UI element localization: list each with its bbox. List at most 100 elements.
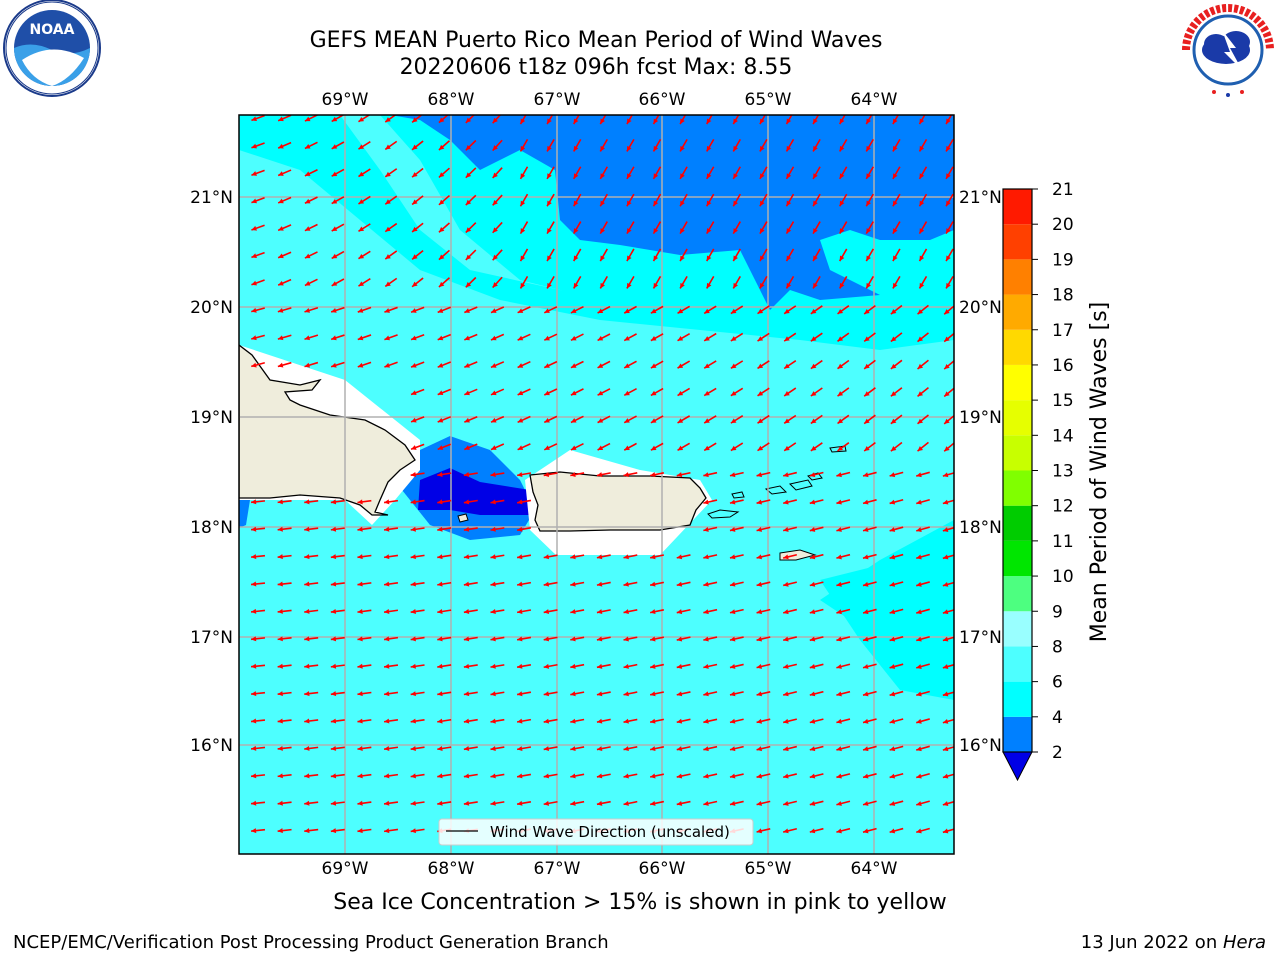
wind-wave-arrow xyxy=(277,526,292,532)
map-legend: Wind Wave Direction (unscaled) xyxy=(438,818,754,846)
wind-wave-arrow xyxy=(490,773,505,779)
wind-wave-arrow xyxy=(650,387,664,397)
wind-wave-arrow xyxy=(250,636,266,642)
wind-wave-arrow xyxy=(756,636,771,642)
wind-wave-arrow xyxy=(570,581,585,587)
wind-wave-arrow xyxy=(756,663,771,669)
wind-wave-arrow xyxy=(889,827,904,834)
colorbar-extension xyxy=(1002,751,1033,782)
wind-wave-arrow xyxy=(304,141,318,150)
wind-wave-arrow xyxy=(942,636,954,642)
wind-wave-arrow xyxy=(546,193,555,207)
wind-wave-arrow xyxy=(890,304,903,315)
wind-wave-arrow xyxy=(546,275,555,289)
wind-wave-arrow xyxy=(759,248,768,262)
wind-wave-arrow xyxy=(917,414,929,425)
wind-wave-arrow xyxy=(916,553,930,560)
wind-wave-arrow xyxy=(331,141,345,150)
wind-wave-arrow xyxy=(759,193,768,207)
wind-wave-arrow xyxy=(490,800,505,806)
wind-wave-arrow xyxy=(836,581,851,587)
footer-credit: NCEP/EMC/Verification Post Processing Pr… xyxy=(13,932,609,953)
wind-wave-arrow xyxy=(277,663,292,669)
wind-wave-arrow xyxy=(410,306,425,314)
wind-wave-arrow xyxy=(570,360,584,369)
wind-wave-arrow xyxy=(626,115,634,125)
wind-wave-arrow xyxy=(463,691,478,697)
wind-wave-arrow xyxy=(650,333,664,342)
wind-wave-arrow xyxy=(277,718,292,724)
wind-wave-arrow xyxy=(331,250,345,260)
wind-wave-arrow xyxy=(756,608,771,615)
wind-wave-arrow xyxy=(732,248,741,262)
wind-wave-arrow xyxy=(839,193,848,207)
wind-wave-arrow xyxy=(570,472,585,478)
wind-wave-arrow xyxy=(942,609,954,615)
lat-tick-label: 21°N xyxy=(190,188,233,208)
wind-wave-arrow xyxy=(411,222,424,233)
wind-wave-arrow xyxy=(383,663,399,669)
wind-wave-arrow xyxy=(437,472,452,477)
wind-wave-arrow xyxy=(490,415,505,423)
wind-wave-arrow xyxy=(490,526,505,532)
wind-wave-arrow xyxy=(492,194,503,206)
wind-wave-arrow xyxy=(732,166,741,180)
wind-wave-arrow xyxy=(703,636,718,642)
wind-wave-arrow xyxy=(438,249,450,261)
wind-wave-arrow xyxy=(463,526,478,532)
wind-wave-arrow xyxy=(573,166,582,180)
wind-wave-arrow xyxy=(729,800,744,806)
lon-tick-label: 69°W xyxy=(322,859,369,879)
wind-wave-arrow xyxy=(599,166,608,180)
wind-wave-arrow xyxy=(357,554,372,560)
wind-wave-arrow xyxy=(810,414,823,425)
wind-wave-arrow xyxy=(304,828,319,834)
wind-wave-arrow xyxy=(783,773,797,779)
wind-wave-arrow xyxy=(516,746,532,752)
colorbar-segment xyxy=(1003,435,1032,471)
wind-wave-arrow xyxy=(516,526,532,532)
wind-wave-arrow xyxy=(357,334,372,341)
wind-wave-arrow xyxy=(277,115,292,122)
wind-wave-arrow xyxy=(703,526,718,532)
wind-wave-arrow xyxy=(732,221,741,235)
wind-wave-arrow xyxy=(730,305,744,315)
wind-wave-arrow xyxy=(570,663,585,669)
wind-wave-arrow xyxy=(573,193,582,207)
wind-wave-arrow xyxy=(599,275,608,289)
wind-wave-arrow xyxy=(330,306,345,313)
wind-wave-arrow xyxy=(862,636,877,642)
wind-wave-arrow xyxy=(277,251,292,259)
colorbar-tick-label: 11 xyxy=(1052,532,1074,552)
wind-wave-arrow xyxy=(812,138,821,152)
wind-wave-arrow xyxy=(519,221,529,235)
wind-wave-arrow xyxy=(865,248,874,262)
wind-wave-arrow xyxy=(543,306,558,314)
wind-wave-arrow xyxy=(836,526,851,532)
wind-wave-arrow xyxy=(837,387,850,397)
wind-wave-arrow xyxy=(836,827,851,834)
wind-wave-arrow xyxy=(809,499,824,505)
wind-wave-arrow xyxy=(437,388,452,396)
chart-title: GEFS MEAN Puerto Rico Mean Period of Win… xyxy=(309,28,883,53)
wind-wave-arrow xyxy=(358,250,371,260)
wind-wave-arrow xyxy=(383,773,399,779)
wind-wave-arrow xyxy=(277,334,292,341)
wind-wave-arrow xyxy=(809,608,824,615)
wind-wave-arrow xyxy=(918,248,928,262)
wind-wave-arrow xyxy=(865,138,874,152)
wind-wave-arrow xyxy=(942,828,954,834)
wind-wave-arrow xyxy=(490,554,505,560)
wind-wave-arrow xyxy=(756,773,771,779)
wind-wave-arrow xyxy=(304,306,319,313)
colorbar-segment xyxy=(1003,576,1032,612)
wind-wave-arrow xyxy=(942,499,954,505)
wind-wave-arrow xyxy=(677,332,691,342)
wind-wave-arrow xyxy=(783,526,797,532)
wind-wave-arrow xyxy=(490,472,505,477)
wind-wave-arrow xyxy=(251,142,265,149)
wind-wave-arrow xyxy=(438,277,450,288)
wind-wave-arrow xyxy=(809,526,824,532)
wind-wave-arrow xyxy=(839,138,848,152)
wind-wave-arrow xyxy=(892,275,901,289)
